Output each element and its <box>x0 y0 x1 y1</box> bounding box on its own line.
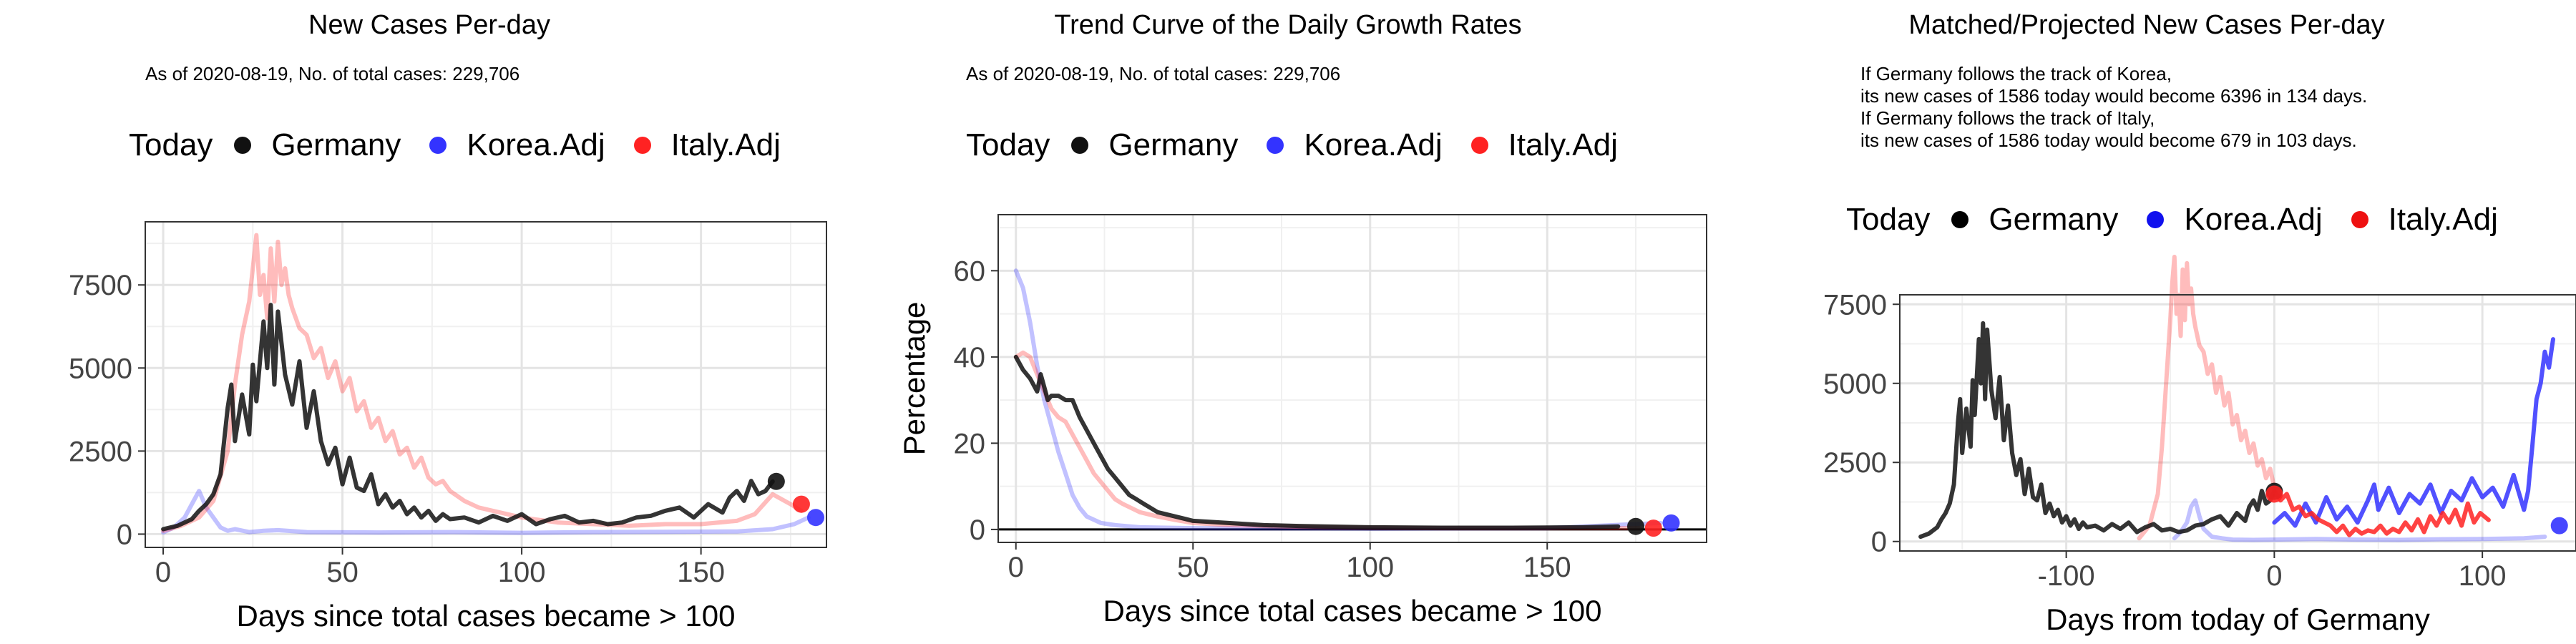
legend-label: Italy.Adj <box>1508 127 1618 162</box>
today-point-germany <box>767 472 785 490</box>
projected-cases-plot: -100 0 100 0 2500 5000 7500 Days from today of … <box>1823 255 2576 636</box>
x-tick-label: 50 <box>1177 552 1209 583</box>
x-tick-label: 150 <box>1523 552 1571 583</box>
legend-dot-germany <box>234 137 252 154</box>
legend-label: Germany <box>1989 202 2119 237</box>
y-tick-label: 2500 <box>1823 447 1887 479</box>
legend-title: Today <box>966 127 1050 162</box>
legend-title: Today <box>129 127 213 162</box>
x-tick-label: 150 <box>677 557 725 588</box>
chart-subtitle: As of 2020-08-19, No. of total cases: 22… <box>145 63 520 84</box>
growth-rate-plot: 0 50 100 150 0 20 40 60 Days since total cases b… <box>897 214 1707 628</box>
plot-border <box>997 214 1707 543</box>
legend-dot-italy <box>2351 211 2368 228</box>
today-point-italy-adj <box>792 495 810 513</box>
legend-item-germany: Germany <box>234 127 401 163</box>
legend-item-italy: Italy.Adj <box>633 127 781 163</box>
legend-label: Italy.Adj <box>2388 202 2498 237</box>
series-line-korea-adj-faded <box>161 489 811 535</box>
x-axis-label: Days since total cases became > 100 <box>1103 594 1602 628</box>
series-line-italy-adj-faded <box>2137 255 2277 541</box>
y-tick-label: 0 <box>1871 527 1887 558</box>
y-tick-label: 0 <box>970 514 985 546</box>
plot-border <box>1899 294 2576 552</box>
new-cases-plot: 0 50 100 150 0 2500 5000 7500 Days since total c… <box>69 221 827 633</box>
series-line-korea-adj <box>2272 337 2555 528</box>
plot-border <box>145 221 827 548</box>
legend-dot-korea <box>2147 211 2165 228</box>
chart-title: Trend Curve of the Daily Growth Rates <box>1054 10 1522 40</box>
legend-item-germany: Germany <box>1951 202 2118 238</box>
today-point-korea-adj <box>2550 517 2568 535</box>
today-point-korea-adj <box>1662 514 1680 532</box>
y-tick-label: 7500 <box>1823 289 1887 321</box>
series-line-germany <box>1013 354 1621 530</box>
legend-item-italy: Italy.Adj <box>2351 202 2498 238</box>
x-tick-label: 50 <box>326 557 358 588</box>
x-tick-label: -100 <box>2038 560 2095 592</box>
plot-background <box>998 215 1707 542</box>
chart-legend: Today Germany Korea.Adj Italy.Adj <box>129 127 809 163</box>
chart-legend: Today Germany Korea.Adj Italy.Adj <box>1846 202 2498 238</box>
chart-subtitle: As of 2020-08-19, No. of total cases: 22… <box>966 63 1341 84</box>
plot-background <box>145 222 826 547</box>
today-point-italy-adj <box>1644 519 1662 537</box>
y-tick-label: 7500 <box>69 270 132 301</box>
x-tick-label: 100 <box>2459 560 2507 592</box>
y-tick-label: 5000 <box>1823 369 1887 400</box>
today-point-italy-adj <box>2265 485 2283 503</box>
legend-item-korea: Korea.Adj <box>1267 127 1443 163</box>
x-axis-label: Days since total cases became > 100 <box>237 599 736 633</box>
series-line-germany <box>1918 321 2277 540</box>
legend-item-korea: Korea.Adj <box>429 127 605 163</box>
y-tick-label: 40 <box>954 342 986 374</box>
chart-panel-growth-rates: Trend Curve of the Daily Growth Rates As… <box>859 0 1717 644</box>
legend-dot-germany <box>1071 137 1089 154</box>
chart-title: Matched/Projected New Cases Per-day <box>1908 10 2385 40</box>
today-point-germany <box>1627 517 1644 535</box>
chart-panel-projected: Matched/Projected New Cases Per-day If G… <box>1717 0 2576 644</box>
series-line-italy-adj <box>2272 489 2491 537</box>
x-tick-label: 100 <box>498 557 546 588</box>
x-tick-label: 0 <box>2266 560 2282 592</box>
legend-dot-italy <box>633 137 651 154</box>
y-tick-label: 2500 <box>69 436 132 467</box>
legend-dot-korea <box>429 137 447 154</box>
chart-legend: Today Germany Korea.Adj Italy.Adj <box>966 127 1646 163</box>
y-axis-label: Percentage <box>897 302 931 456</box>
x-tick-label: 0 <box>1008 552 1024 583</box>
legend-title: Today <box>1846 202 1931 237</box>
series-line-germany <box>161 303 775 532</box>
legend-label: Korea.Adj <box>2184 202 2323 237</box>
legend-item-korea: Korea.Adj <box>2147 202 2323 238</box>
legend-item-germany: Germany <box>1071 127 1238 163</box>
legend-dot-germany <box>1951 211 1969 228</box>
legend-dot-korea <box>1267 137 1284 154</box>
chart-panel-new-cases: New Cases Per-day As of 2020-08-19, No. … <box>0 0 859 644</box>
series-line-korea-adj-faded <box>2172 498 2547 542</box>
legend-label: Germany <box>271 127 401 162</box>
chart-subtitle: If Germany follows the track of Korea, i… <box>1860 63 2368 151</box>
legend-label: Korea.Adj <box>467 127 605 162</box>
y-tick-label: 60 <box>954 255 986 287</box>
series-line-korea-adj-faded <box>1013 268 1663 531</box>
y-tick-label: 20 <box>954 428 986 459</box>
x-axis-label: Days from today of Germany <box>2046 602 2430 636</box>
chart-title: New Cases Per-day <box>308 10 550 40</box>
x-tick-label: 0 <box>155 557 171 588</box>
legend-dot-italy <box>1470 137 1488 154</box>
legend-item-italy: Italy.Adj <box>1470 127 1618 163</box>
today-point-korea-adj <box>806 509 824 527</box>
x-tick-label: 100 <box>1346 552 1394 583</box>
y-tick-label: 5000 <box>69 353 132 384</box>
y-tick-label: 0 <box>117 519 132 550</box>
legend-label: Korea.Adj <box>1304 127 1443 162</box>
legend-label: Italy.Adj <box>670 127 781 162</box>
legend-label: Germany <box>1108 127 1239 162</box>
